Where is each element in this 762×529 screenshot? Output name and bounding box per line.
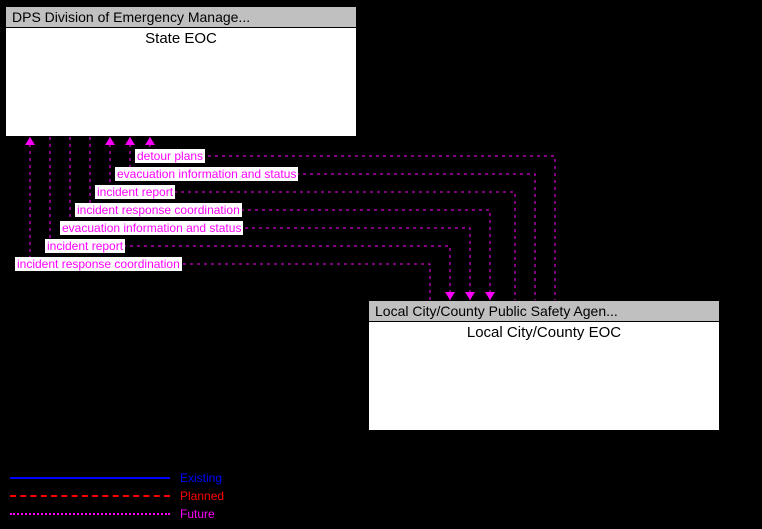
flow-label: incident report	[45, 239, 125, 253]
legend-row: Future	[10, 505, 224, 523]
flow-label: detour plans	[135, 149, 205, 163]
node-local-eoc-header: Local City/County Public Safety Agen...	[369, 301, 719, 322]
legend-line	[10, 513, 170, 515]
legend-row: Existing	[10, 469, 224, 487]
legend-line	[10, 477, 170, 479]
flow-label: incident response coordination	[15, 257, 182, 271]
flow-label: evacuation information and status	[60, 221, 243, 235]
flow-label: incident response coordination	[75, 203, 242, 217]
legend: Existing Planned Future	[10, 469, 224, 523]
node-local-eoc: Local City/County Public Safety Agen... …	[368, 300, 720, 431]
legend-line	[10, 495, 170, 497]
node-state-eoc-title: State EOC	[6, 28, 356, 47]
legend-label: Future	[180, 507, 215, 521]
legend-row: Planned	[10, 487, 224, 505]
flow-label: incident report	[95, 185, 175, 199]
node-local-eoc-title: Local City/County EOC	[369, 322, 719, 341]
legend-label: Planned	[180, 489, 224, 503]
node-state-eoc-header: DPS Division of Emergency Manage...	[6, 7, 356, 28]
node-state-eoc: DPS Division of Emergency Manage... Stat…	[5, 6, 357, 137]
flow-label: evacuation information and status	[115, 167, 298, 181]
legend-label: Existing	[180, 471, 222, 485]
